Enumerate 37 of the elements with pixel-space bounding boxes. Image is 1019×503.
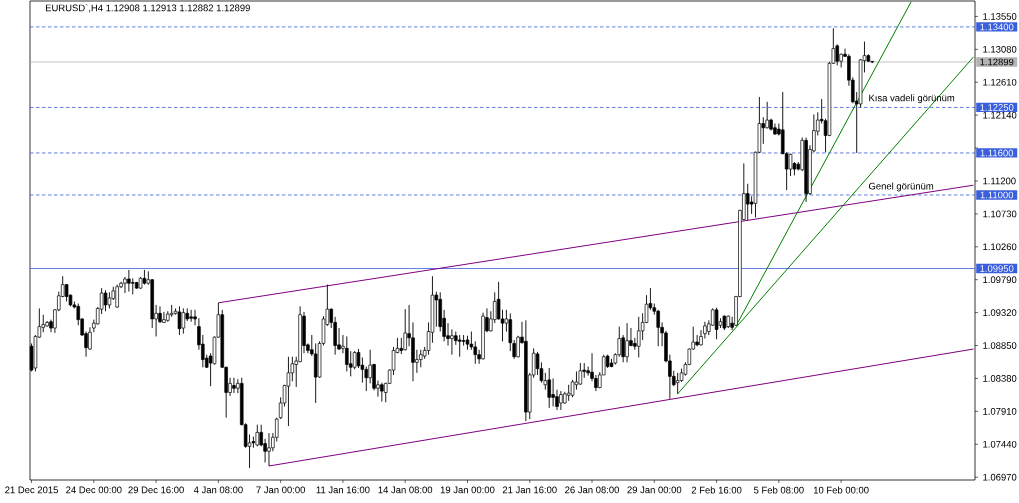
x-tick-label: 2 Feb 16:00 xyxy=(691,486,742,494)
x-tick-label: 29 Jan 00:00 xyxy=(627,486,682,494)
y-tick-label: 1.13080 xyxy=(983,45,1017,53)
y-tick-label: 1.10730 xyxy=(983,210,1017,218)
y-tick-label: 1.06970 xyxy=(983,473,1017,481)
x-tick-label: 19 Jan 00:00 xyxy=(440,486,495,494)
y-tick-label: 1.12140 xyxy=(983,111,1017,119)
y-tick-label: 1.12610 xyxy=(983,78,1017,86)
ref-line-label: 1.13400 xyxy=(980,23,1014,31)
annotation: Kısa vadeli görünüm xyxy=(869,94,955,104)
y-tick-label: 1.09790 xyxy=(983,276,1017,284)
x-tick-label: 5 Feb 08:00 xyxy=(753,486,804,494)
y-tick-label: 1.08380 xyxy=(983,375,1017,382)
x-tick-label: 21 Dec 2015 xyxy=(5,486,58,494)
x-tick-label: 4 Jan 08:00 xyxy=(193,486,243,494)
x-tick-label: 11 Jan 16:00 xyxy=(316,486,370,494)
ref-line-label: 1.09950 xyxy=(980,265,1014,272)
x-tick-label: 24 Dec 00:00 xyxy=(66,486,122,494)
x-tick-label: 29 Dec 16:00 xyxy=(128,486,184,494)
ref-line-label: 1.11600 xyxy=(980,149,1014,157)
y-tick-label: 1.10260 xyxy=(983,243,1017,251)
chart-title: EURUSD`,H4 1.12908 1.12913 1.12882 1.12899 xyxy=(45,4,250,13)
annotation: Genel görünüm xyxy=(868,182,934,192)
y-tick-label: 1.08850 xyxy=(983,342,1017,349)
y-tick-label: 1.07910 xyxy=(983,408,1017,415)
y-tick-label: 1.07440 xyxy=(983,440,1017,448)
x-tick-label: 21 Jan 16:00 xyxy=(502,486,557,494)
ref-line-label: 1.12250 xyxy=(980,104,1014,111)
ref-line-label: 1.12899 xyxy=(980,58,1014,66)
x-tick-label: 14 Jan 08:00 xyxy=(378,486,433,494)
x-tick-label: 7 Jan 00:00 xyxy=(256,486,305,494)
x-tick-label: 26 Jan 08:00 xyxy=(565,486,619,494)
y-tick-label: 1.13550 xyxy=(983,13,1017,20)
y-tick-label: 1.11200 xyxy=(983,177,1016,185)
x-tick-label: 10 Feb 00:00 xyxy=(813,486,869,494)
ref-line-label: 1.11000 xyxy=(980,191,1014,199)
y-tick-label: 1.09320 xyxy=(983,309,1017,316)
